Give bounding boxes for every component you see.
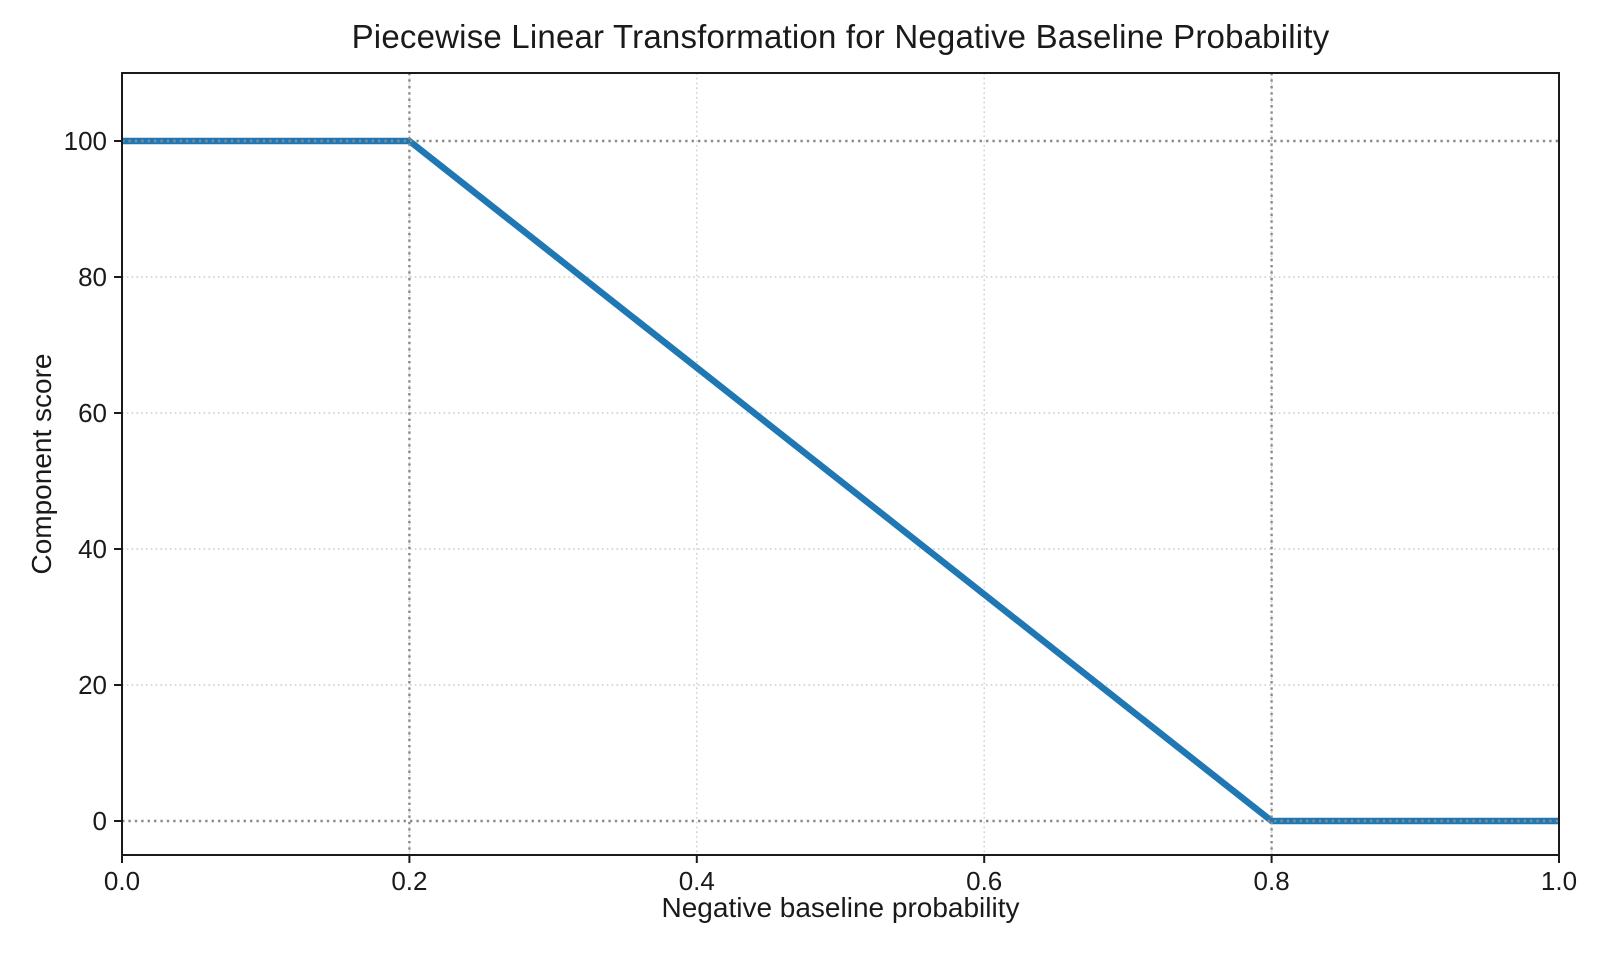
x-tick-label: 0.0 (104, 866, 140, 896)
x-tick-label: 0.6 (966, 866, 1002, 896)
tick-labels: 0.0 0.2 0.4 0.6 0.8 1.0 0 20 40 60 80 100 (64, 126, 1577, 896)
y-tick-label: 0 (93, 806, 107, 836)
y-tick-label: 40 (78, 534, 107, 564)
plot-border (121, 72, 1560, 856)
x-tick-label: 0.2 (391, 866, 427, 896)
y-tick-label: 60 (78, 398, 107, 428)
x-tick-label: 0.4 (679, 866, 715, 896)
y-tick-label: 100 (64, 126, 107, 156)
chart-title: Piecewise Linear Transformation for Nega… (351, 18, 1330, 55)
x-axis-label: Negative baseline probability (661, 892, 1020, 923)
x-tick-label: 1.0 (1541, 866, 1577, 896)
y-tick-label: 20 (78, 670, 107, 700)
data-line (122, 137, 1559, 825)
x-tick-label: 0.8 (1254, 866, 1290, 896)
gridlines (122, 73, 1559, 855)
tick-marks (114, 140, 1560, 863)
y-tick-label: 80 (78, 262, 107, 292)
reference-lines (122, 73, 1559, 855)
